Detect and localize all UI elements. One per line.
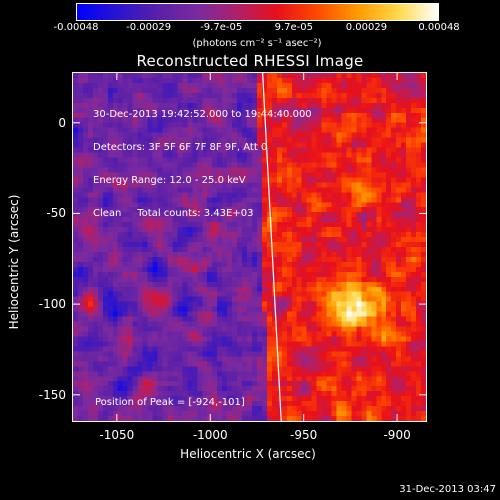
plot-title: Reconstructed RHESSI Image (136, 52, 364, 70)
y-tick-label: 0 (58, 115, 66, 130)
colorbar-tick-label: -9.7e-05 (200, 22, 243, 33)
y-tick-label: -100 (38, 297, 66, 312)
x-tick-label: -1050 (99, 428, 135, 442)
colorbar (76, 3, 439, 21)
x-axis-label: Heliocentric X (arcsec) (180, 447, 316, 461)
info-clean-counts: Clean Total counts: 3.43E+03 (93, 208, 254, 219)
y-tick-label: -50 (46, 206, 66, 221)
plot-area (72, 72, 427, 422)
heatmap-image (73, 73, 426, 421)
colorbar-tick-label: -0.00029 (126, 22, 172, 33)
colorbar-tick-label: 9.7e-05 (274, 22, 313, 33)
observation-info: 30-Dec-2013 19:42:52.000 to 19:44:40.000… (93, 87, 312, 230)
y-axis-label: Heliocentric Y (arcsec) (7, 194, 21, 330)
y-tick-label: -150 (38, 387, 66, 402)
info-time-range: 30-Dec-2013 19:42:52.000 to 19:44:40.000 (93, 109, 312, 120)
plot-timestamp: 31-Dec-2013 03:47 (399, 484, 496, 495)
colorbar-tick-label: 0.00029 (345, 22, 388, 33)
solar-limb-line (261, 71, 282, 423)
colorbar-tick-label: -0.00048 (53, 22, 99, 33)
x-tick-label: -900 (383, 428, 411, 442)
peak-position-label: Position of Peak = [-924,-101] (95, 397, 245, 408)
info-detectors: Detectors: 3F 5F 6F 7F 8F 9F, Att 0 (93, 142, 268, 153)
colorbar-tick-label: 0.00048 (418, 22, 460, 33)
x-tick-label: -950 (290, 428, 318, 442)
x-tick-label: -1000 (192, 428, 228, 442)
colorbar-units: (photons cm⁻² s⁻¹ asec⁻²) (192, 38, 322, 49)
info-energy-range: Energy Range: 12.0 - 25.0 keV (93, 175, 246, 186)
